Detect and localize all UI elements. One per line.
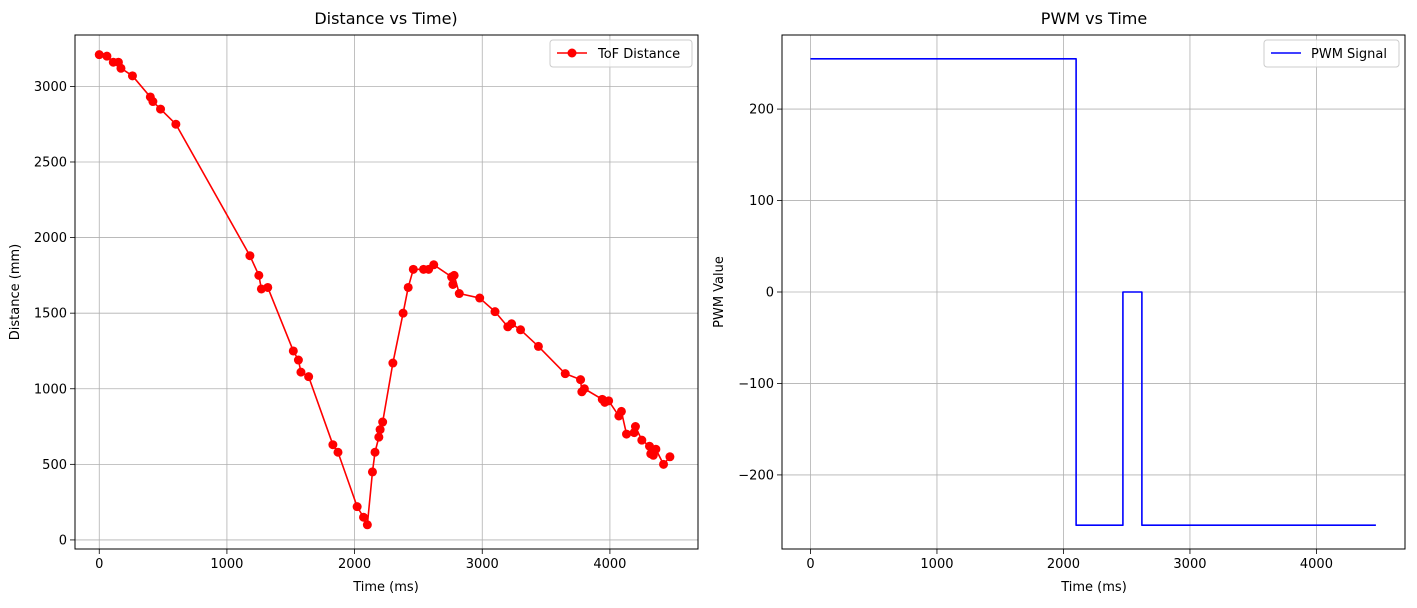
- distance-data-point: [579, 384, 589, 394]
- distance-x-tick-label: 2000: [338, 557, 371, 572]
- pwm-y-axis-label: PWM Value: [712, 256, 727, 328]
- distance-y-tick-label: 1500: [34, 307, 67, 322]
- distance-data-point: [408, 264, 418, 274]
- distance-data-point: [630, 422, 640, 432]
- distance-data-point: [637, 435, 647, 445]
- distance-data-point: [148, 97, 158, 107]
- pwm-y-tick-label: 0: [766, 286, 774, 301]
- distance-data-point: [263, 282, 273, 292]
- distance-ticks: 0 1000 2000 3000 4000 0 500 1000 1500 2000 2500 300…: [34, 80, 627, 572]
- distance-data-point: [378, 417, 388, 427]
- distance-legend-label: ToF Distance: [597, 47, 680, 62]
- distance-y-axis-label: Distance (mm): [8, 244, 23, 340]
- distance-legend-marker: [567, 48, 577, 58]
- pwm-legend-label: PWM Signal: [1311, 47, 1387, 62]
- distance-chart: Distance vs Time) 0 1000 2000 3000 4000 0 500 1…: [8, 9, 699, 595]
- distance-marks: [94, 50, 675, 530]
- distance-data-point: [362, 520, 372, 530]
- distance-y-tick-label: 3000: [34, 80, 67, 95]
- distance-data-point: [454, 289, 464, 299]
- distance-y-tick-label: 500: [42, 458, 67, 473]
- distance-data-point: [127, 71, 137, 81]
- distance-legend-box: [549, 39, 693, 68]
- pwm-x-tick-label: 3000: [1173, 557, 1206, 572]
- pwm-legend-box: [1263, 39, 1400, 68]
- distance-data-point: [622, 429, 632, 439]
- distance-data-point: [171, 119, 181, 129]
- distance-data-point: [367, 467, 377, 477]
- distance-data-point: [293, 355, 303, 365]
- distance-data-point: [659, 459, 669, 469]
- distance-data-point: [156, 104, 166, 114]
- distance-data-point: [296, 367, 306, 377]
- distance-data-point: [576, 375, 586, 385]
- pwm-x-tick-label: 0: [806, 557, 814, 572]
- pwm-x-tick-label: 1000: [920, 557, 953, 572]
- pwm-chart-title: PWM vs Time: [1041, 9, 1147, 28]
- distance-data-point: [604, 396, 614, 406]
- pwm-series-line: [810, 57, 1376, 527]
- distance-data-point: [403, 282, 413, 292]
- pwm-y-tick-label: −100: [738, 377, 774, 392]
- distance-data-point: [94, 50, 104, 60]
- distance-data-point: [665, 452, 675, 462]
- pwm-marks: [810, 57, 1376, 527]
- distance-x-axis-label: Time (ms): [352, 580, 419, 595]
- distance-data-point: [429, 260, 439, 270]
- distance-y-tick-label: 1000: [34, 382, 67, 397]
- distance-data-point: [288, 346, 298, 356]
- distance-x-tick-label: 4000: [593, 557, 626, 572]
- pwm-grid: [782, 35, 1405, 549]
- distance-data-point: [359, 512, 369, 522]
- distance-y-tick-label: 2000: [34, 231, 67, 246]
- distance-data-point: [375, 425, 385, 435]
- distance-data-point: [448, 279, 458, 289]
- distance-chart-title: Distance vs Time): [314, 9, 457, 28]
- distance-data-point: [490, 307, 500, 317]
- distance-x-tick-label: 0: [95, 557, 103, 572]
- distance-grid: [75, 35, 698, 549]
- distance-data-point: [245, 251, 255, 261]
- distance-data-point: [651, 444, 661, 454]
- pwm-x-tick-label: 2000: [1047, 557, 1080, 572]
- distance-data-point: [374, 432, 384, 442]
- distance-data-point: [254, 270, 264, 280]
- distance-data-point: [102, 51, 112, 61]
- pwm-y-tick-label: −200: [738, 468, 774, 483]
- distance-data-point: [398, 308, 408, 318]
- distance-data-point: [449, 270, 459, 280]
- distance-y-tick-label: 2500: [34, 155, 67, 170]
- distance-data-point: [516, 325, 526, 335]
- distance-data-point: [304, 372, 314, 382]
- pwm-chart: PWM vs Time 0 1000 2000 3000 4000 −200 −100 0 10…: [712, 9, 1406, 595]
- pwm-y-tick-label: 100: [749, 194, 774, 209]
- distance-data-point: [560, 369, 570, 379]
- distance-data-point: [533, 341, 543, 351]
- distance-data-point: [388, 358, 398, 368]
- pwm-y-tick-label: 200: [749, 103, 774, 118]
- distance-data-point: [370, 447, 380, 457]
- pwm-x-axis-label: Time (ms): [1060, 580, 1127, 595]
- distance-data-point: [352, 502, 362, 512]
- distance-x-tick-label: 1000: [210, 557, 243, 572]
- distance-data-point: [616, 406, 626, 416]
- distance-plot-frame: [74, 34, 699, 550]
- distance-data-point: [507, 319, 517, 329]
- pwm-x-tick-label: 4000: [1300, 557, 1333, 572]
- distance-data-point: [333, 447, 343, 457]
- distance-data-point: [328, 440, 338, 450]
- distance-y-tick-label: 0: [59, 533, 67, 548]
- distance-data-point: [475, 293, 485, 303]
- distance-x-tick-label: 3000: [466, 557, 499, 572]
- pwm-ticks: 0 1000 2000 3000 4000 −200 −100 0 100 200: [738, 103, 1333, 572]
- distance-data-point: [116, 63, 126, 73]
- pwm-legend: PWM Signal: [1263, 39, 1400, 68]
- distance-legend: ToF Distance: [549, 39, 693, 68]
